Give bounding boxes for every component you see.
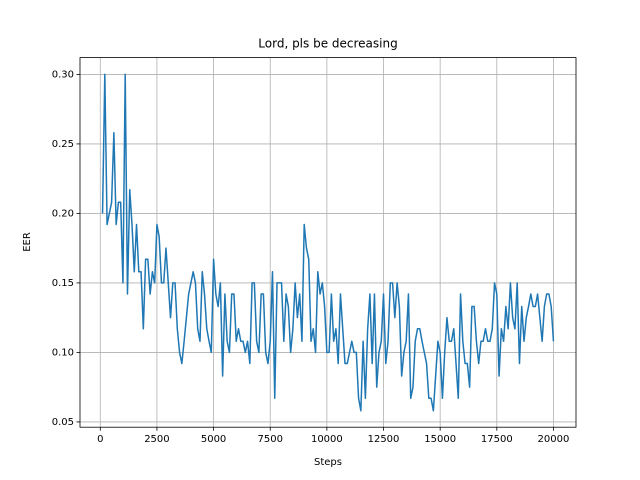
x-tick-label: 15000	[424, 434, 456, 445]
y-tick-label: 0.05	[52, 417, 74, 428]
x-tick-label: 7500	[257, 434, 282, 445]
plot-frame	[79, 57, 577, 428]
line	[101, 73, 555, 412]
x-tick-label: 5000	[201, 434, 226, 445]
chart-title: Lord, pls be decreasing	[258, 37, 397, 51]
x-tick-label: 10000	[311, 434, 343, 445]
y-axis-label: EER	[22, 232, 33, 252]
y-tick-label: 0.30	[52, 69, 74, 80]
x-tick-label: 20000	[538, 434, 570, 445]
y-tick-label: 0.10	[52, 347, 74, 358]
y-tick-label: 0.20	[52, 208, 74, 219]
y-tick-label: 0.15	[52, 278, 74, 289]
x-tick-label: 0	[97, 434, 103, 445]
x-tick-label: 2500	[144, 434, 169, 445]
x-tick-label: 17500	[481, 434, 513, 445]
x-axis-label: Steps	[314, 457, 342, 468]
y-tick-label: 0.25	[52, 139, 74, 150]
x-tick-label: 12500	[368, 434, 400, 445]
